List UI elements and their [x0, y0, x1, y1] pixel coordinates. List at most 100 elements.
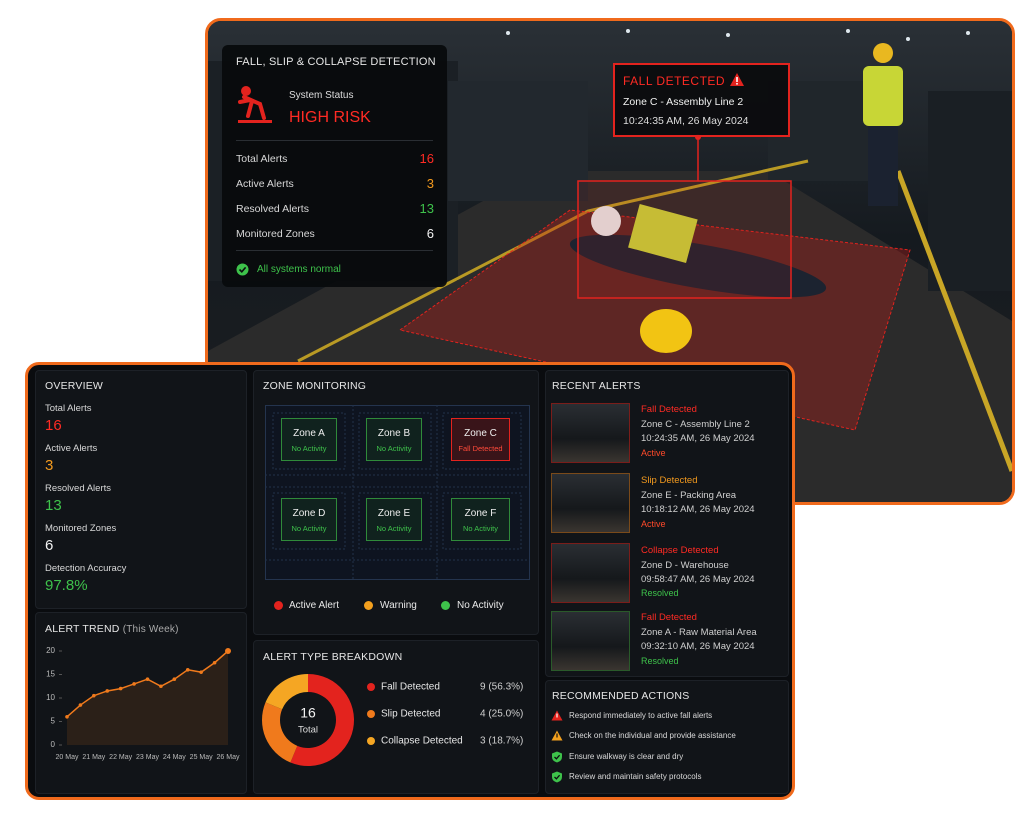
- alert-time: 09:58:47 AM, 26 May 2024: [641, 574, 755, 585]
- legend-dot: [367, 710, 375, 718]
- trend-point: [159, 684, 163, 689]
- chart-title: ALERT TREND (This Week): [45, 624, 179, 635]
- legend-dot: [364, 601, 373, 610]
- status-value: HIGH RISK: [289, 109, 371, 126]
- legend-label: Warning: [380, 600, 417, 611]
- trend-point: [145, 677, 150, 681]
- trend-point: [212, 660, 217, 665]
- shield-icon: [552, 771, 562, 783]
- x-tick-label: 22 May: [109, 754, 132, 761]
- stat-label: Active Alerts: [236, 178, 294, 190]
- stat-label: Monitored Zones: [236, 228, 315, 240]
- overview-label: Active Alerts: [45, 443, 98, 454]
- callout-title: FALL DETECTED: [623, 74, 726, 88]
- stat-value: 6: [426, 226, 434, 241]
- alert-zone: Zone C - Assembly Line 2: [641, 419, 750, 430]
- alert-zone: Zone E - Packing Area: [641, 490, 737, 501]
- trend-point: [199, 670, 203, 674]
- alert-type: Collapse Detected: [641, 545, 719, 556]
- fall-callout: [613, 63, 790, 137]
- y-tick-label: 10: [46, 693, 55, 702]
- overview-card: [35, 370, 247, 609]
- zone-name: Zone A: [293, 428, 325, 439]
- callout-time: 10:24:35 AM, 26 May 2024: [623, 115, 749, 127]
- alert-thumbnail[interactable]: [551, 611, 630, 671]
- zone-name: Zone B: [377, 428, 411, 439]
- overview-label: Monitored Zones: [45, 523, 117, 534]
- legend-dot: [441, 601, 450, 610]
- overview-value: 6: [45, 537, 54, 554]
- overview-value: 13: [45, 497, 62, 514]
- zone-box[interactable]: Zone B No Activity: [366, 418, 422, 461]
- y-tick-label: 15: [46, 670, 55, 679]
- trend-point: [92, 693, 96, 698]
- zone-box[interactable]: Zone E No Activity: [366, 498, 422, 541]
- overview-value: 3: [45, 457, 54, 474]
- zone-status: No Activity: [376, 444, 412, 453]
- y-tick-label: 5: [51, 717, 56, 726]
- overview-label: Resolved Alerts: [45, 483, 112, 494]
- callout-zone: Zone C - Assembly Line 2: [623, 96, 744, 108]
- x-tick-label: 24 May: [163, 754, 186, 761]
- chart-title: ALERT TYPE BREAKDOWN: [263, 651, 403, 663]
- floor-plan: [265, 405, 530, 580]
- value-label: 9 (56.3%): [480, 682, 523, 693]
- stat-label: Total Alerts: [236, 153, 288, 165]
- value-label: 4 (25.0%): [480, 709, 523, 720]
- legend-label: No Activity: [457, 600, 504, 611]
- alert-thumbnail[interactable]: [551, 473, 630, 533]
- x-tick-label: 21 May: [82, 754, 105, 761]
- section-title: RECOMMENDED ACTIONS: [552, 690, 690, 702]
- alert-zone: Zone A - Raw Material Area: [641, 627, 757, 638]
- alert-time: 10:18:12 AM, 26 May 2024: [641, 504, 755, 515]
- trend-area: [67, 651, 228, 745]
- alert-type: Fall Detected: [641, 612, 697, 623]
- trend-point: [105, 689, 110, 693]
- trend-chart: 0 5 10 15 20 20 May 21 May 22 May 23 May 24 May 25…: [46, 646, 240, 761]
- overview-label: Total Alerts: [45, 403, 92, 414]
- zone-box[interactable]: Zone A No Activity: [281, 418, 337, 461]
- alert-status: Active: [641, 519, 666, 529]
- alert-type: Fall Detected: [641, 404, 697, 415]
- trend-point: [118, 686, 123, 691]
- donut-center-label: Total: [298, 725, 318, 736]
- legend-label: Slip Detected: [381, 709, 440, 720]
- standing-worker: [863, 43, 903, 206]
- alert-type: Slip Detected: [641, 475, 698, 486]
- alert-status: Resolved: [641, 656, 679, 666]
- chart-subtitle: (This Week): [122, 624, 179, 635]
- donut-slice: [265, 674, 308, 710]
- actions-card: [545, 680, 789, 794]
- trend-point: [65, 715, 69, 719]
- x-tick-label: 25 May: [190, 754, 213, 761]
- action-text: Respond immediately to active fall alert…: [569, 711, 713, 720]
- zone-box[interactable]: Zone F No Activity: [451, 498, 510, 541]
- donut-center-value: 16: [300, 705, 316, 721]
- legend-label: Fall Detected: [381, 682, 440, 693]
- overview-label: Detection Accuracy: [45, 563, 127, 574]
- zone-status: No Activity: [291, 444, 327, 453]
- divider: [236, 250, 433, 251]
- y-tick-label: 0: [51, 740, 56, 749]
- x-tick-label: 26 May: [217, 754, 240, 761]
- alert-status: Active: [641, 448, 666, 458]
- breakdown-chart: Fall Detected 9 (56.3%) Slip Detected 4 (25…: [262, 674, 523, 766]
- check-icon: [236, 263, 249, 276]
- alert-thumbnail[interactable]: [551, 543, 630, 603]
- zone-box[interactable]: Zone C Fall Detected: [451, 418, 510, 461]
- divider: [236, 140, 433, 141]
- stat-label: Resolved Alerts: [236, 203, 309, 215]
- zone-status: No Activity: [291, 524, 327, 533]
- card-title: FALL, SLIP & COLLAPSE DETECTION: [236, 56, 436, 68]
- stat-value: 13: [419, 201, 434, 216]
- warning-icon: [730, 73, 744, 86]
- donut-slice: [262, 702, 298, 763]
- x-tick-label: 23 May: [136, 754, 159, 761]
- alert-thumbnail[interactable]: [551, 403, 630, 463]
- zone-status: Fall Detected: [458, 444, 503, 453]
- value-label: 3 (18.7%): [480, 736, 523, 747]
- shield-icon: [552, 751, 562, 763]
- stat-value: 3: [426, 176, 434, 191]
- zone-box[interactable]: Zone D No Activity: [281, 498, 337, 541]
